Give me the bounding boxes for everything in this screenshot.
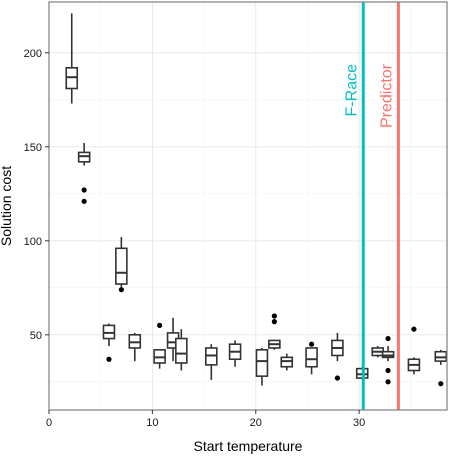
x-axis-ticks: 0 10 20 30: [46, 410, 365, 429]
box-6: [153, 322, 166, 369]
box-outlier: [438, 381, 444, 387]
box-outlier: [106, 356, 112, 362]
y-tick-label: 200: [24, 48, 42, 60]
box-outlier: [385, 367, 391, 374]
box-outlier: [334, 375, 341, 381]
box-outlier: [157, 322, 163, 328]
box-18: [381, 335, 395, 385]
box-10: [228, 340, 242, 367]
box-outlier: [271, 319, 277, 325]
panel-border: [48, 1, 448, 411]
y-axis-label: Solution cost: [0, 166, 14, 246]
vertical-lines: F-Race Predictor: [343, 2, 400, 410]
box-9: [205, 344, 218, 380]
box-13: [280, 353, 294, 371]
box-14: [305, 341, 318, 375]
box-15: [331, 332, 344, 381]
box-outlier: [308, 341, 315, 347]
y-tick-label: 150: [24, 142, 42, 154]
box-20: [434, 349, 448, 387]
box-outlier: [411, 326, 417, 332]
box-iqr: [255, 349, 269, 377]
box-11: [255, 347, 269, 386]
y-tick-label: 100: [24, 236, 42, 248]
box-outlier: [385, 335, 391, 342]
box-2: [77, 143, 91, 204]
box-outlier: [385, 379, 391, 385]
box-5: [128, 332, 142, 362]
box-19: [407, 326, 421, 375]
box-outlier: [118, 287, 124, 293]
box-iqr: [305, 347, 318, 368]
box-iqr: [175, 337, 188, 364]
y-axis-ticks: 50 100 150 200: [24, 48, 49, 342]
box-4: [102, 323, 116, 362]
box-17: [371, 346, 385, 358]
x-tick-label: 0: [46, 417, 52, 429]
vline-label-predictor: Predictor: [378, 63, 395, 128]
y-tick-label: 50: [30, 330, 42, 342]
boxplots: [65, 13, 448, 387]
box-iqr: [115, 247, 128, 285]
box-12: [268, 313, 281, 350]
box-8: [175, 329, 188, 371]
box-1: [65, 13, 79, 104]
box-3: [115, 237, 128, 293]
x-tick-label: 10: [146, 417, 158, 429]
box-outlier: [271, 313, 277, 319]
box-outlier: [81, 187, 87, 193]
x-tick-label: 30: [353, 417, 365, 429]
x-tick-label: 20: [250, 417, 262, 429]
vline-label-f-race: F-Race: [343, 64, 360, 117]
x-axis-label: Start temperature: [194, 438, 303, 454]
box-outlier: [81, 198, 87, 204]
